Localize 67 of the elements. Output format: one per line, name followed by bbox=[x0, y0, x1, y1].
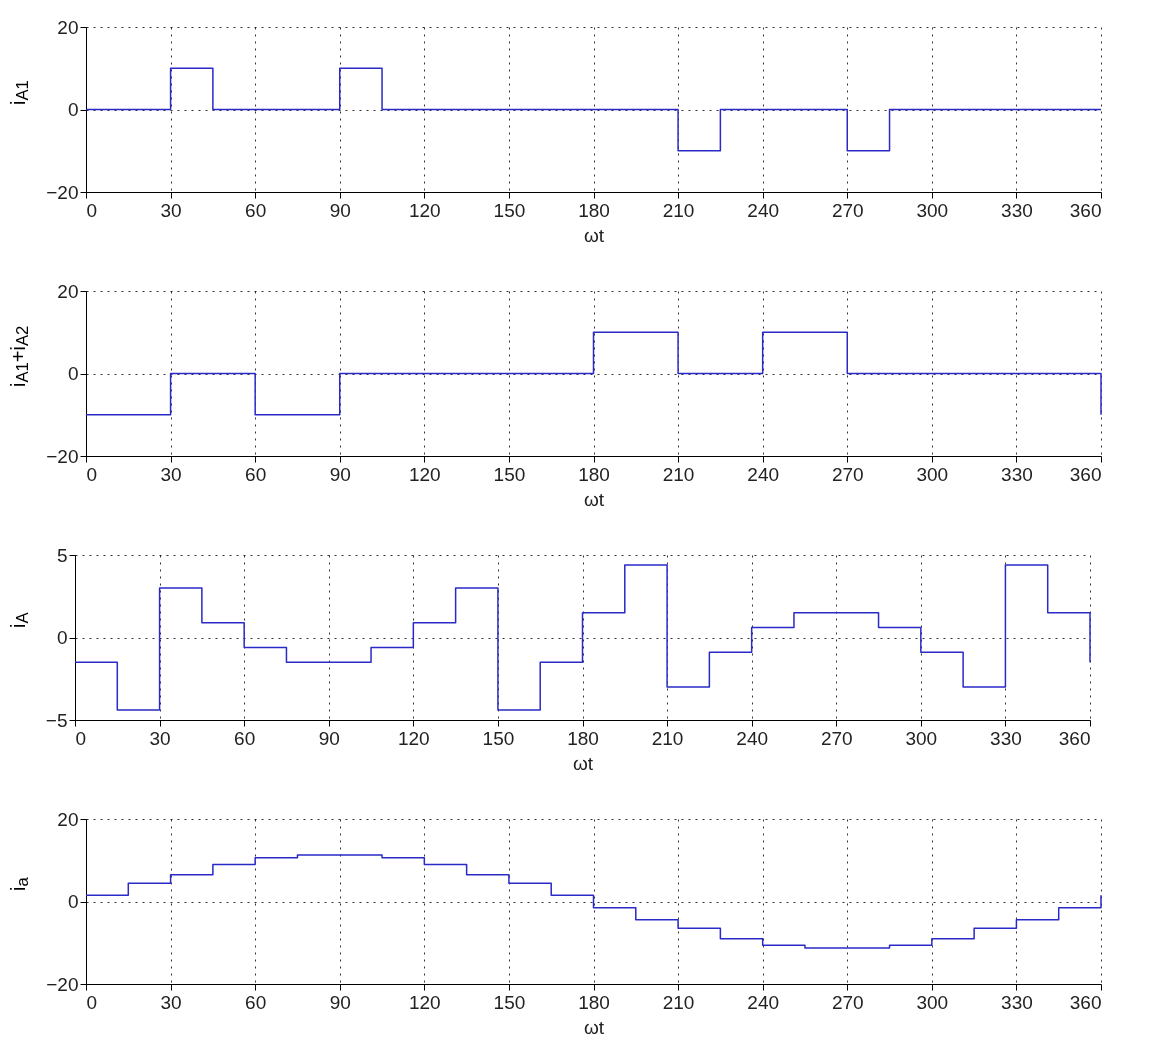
x-tick-label: 180 bbox=[567, 727, 599, 749]
x-tick-label: 150 bbox=[482, 727, 515, 749]
x-tick-label: 210 bbox=[651, 727, 684, 749]
x-tick-label: 210 bbox=[662, 199, 695, 221]
x-tick-label: 300 bbox=[916, 463, 949, 485]
x-tick-label: 90 bbox=[329, 991, 351, 1013]
x-tick-label: 120 bbox=[408, 199, 441, 221]
x-tick-label: 60 bbox=[245, 199, 267, 221]
x-tick-label: 0 bbox=[86, 199, 98, 221]
x-tick-label: 300 bbox=[916, 199, 949, 221]
x-tick-label: 240 bbox=[736, 727, 769, 749]
y-tick-label: 5 bbox=[56, 544, 68, 566]
y-tick-label: 0 bbox=[56, 627, 68, 648]
x-axis-title: ωt bbox=[583, 488, 605, 510]
y-tick-label: −20 bbox=[46, 445, 79, 467]
x-tick-label: 360 bbox=[1069, 199, 1102, 221]
y-tick-label: −20 bbox=[46, 973, 79, 995]
x-tick-label: 270 bbox=[831, 463, 864, 485]
x-tick-label: 120 bbox=[397, 727, 430, 749]
x-tick-label: 60 bbox=[245, 991, 267, 1013]
x-tick-label: 60 bbox=[234, 727, 256, 749]
x-tick-label: 210 bbox=[662, 463, 695, 485]
x-tick-label: 300 bbox=[905, 727, 938, 749]
x-tick-label: 30 bbox=[149, 727, 171, 749]
x-tick-label: 30 bbox=[160, 991, 182, 1013]
x-tick-label: 360 bbox=[1058, 727, 1091, 749]
y-tick-label: 20 bbox=[57, 16, 79, 38]
x-axis-title: ωt bbox=[572, 752, 594, 774]
x-tick-label: 180 bbox=[578, 463, 610, 485]
x-tick-label: 120 bbox=[408, 991, 441, 1013]
x-tick-label: 60 bbox=[245, 463, 267, 485]
x-tick-label: 30 bbox=[160, 463, 182, 485]
x-tick-label: 150 bbox=[493, 991, 526, 1013]
y-tick-label: −20 bbox=[46, 181, 79, 203]
y-tick-label: 0 bbox=[67, 99, 79, 120]
x-tick-label: 240 bbox=[747, 991, 780, 1013]
x-tick-label: 270 bbox=[831, 991, 864, 1013]
x-tick-label: 330 bbox=[1001, 463, 1033, 485]
x-tick-label: 150 bbox=[493, 463, 526, 485]
x-tick-label: 120 bbox=[408, 463, 441, 485]
y-tick-label: 20 bbox=[57, 280, 79, 302]
y-tick-label: 0 bbox=[67, 363, 79, 384]
x-tick-label: 0 bbox=[86, 463, 98, 485]
x-tick-label: 90 bbox=[318, 727, 340, 749]
x-tick-label: 270 bbox=[820, 727, 853, 749]
x-tick-label: 300 bbox=[916, 991, 949, 1013]
x-tick-label: 180 bbox=[578, 199, 610, 221]
x-tick-label: 330 bbox=[1001, 991, 1033, 1013]
y-tick-label: 0 bbox=[67, 891, 79, 912]
x-tick-label: 360 bbox=[1069, 463, 1102, 485]
x-tick-label: 360 bbox=[1069, 991, 1102, 1013]
x-tick-label: 330 bbox=[990, 727, 1022, 749]
x-tick-label: 240 bbox=[747, 463, 780, 485]
x-axis-title: ωt bbox=[583, 224, 605, 246]
x-tick-label: 90 bbox=[329, 199, 351, 221]
x-tick-label: 150 bbox=[493, 199, 526, 221]
y-tick-label: −5 bbox=[45, 709, 68, 731]
x-tick-label: 0 bbox=[86, 991, 98, 1013]
y-tick-label: 20 bbox=[57, 808, 79, 830]
x-tick-label: 240 bbox=[747, 199, 780, 221]
x-tick-label: 30 bbox=[160, 199, 182, 221]
x-tick-label: 180 bbox=[578, 991, 610, 1013]
x-axis-title: ωt bbox=[583, 1016, 605, 1038]
x-tick-label: 330 bbox=[1001, 199, 1033, 221]
x-tick-label: 210 bbox=[662, 991, 695, 1013]
x-tick-label: 90 bbox=[329, 463, 351, 485]
x-tick-label: 270 bbox=[831, 199, 864, 221]
